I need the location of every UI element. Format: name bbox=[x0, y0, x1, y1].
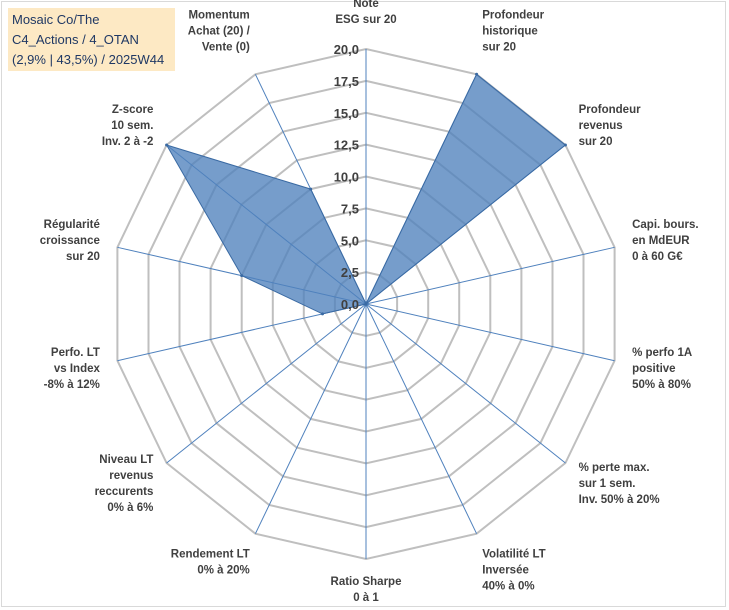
chart-title: Mosaic Co/The C4_Actions / 4_OTAN (2,9% … bbox=[8, 8, 175, 71]
spoke-4 bbox=[365, 303, 615, 362]
axis-label-5: % perte max. sur 1 sem. Inv. 50% à 20% bbox=[579, 462, 660, 506]
tick-label-3: 7,5 bbox=[341, 201, 359, 216]
axis-label-9: Niveau LT revenus reccurents 0% à 6% bbox=[95, 454, 154, 514]
data-point-1 bbox=[475, 72, 479, 76]
tick-label-0: 0,0 bbox=[341, 297, 359, 312]
axis-label-0: Note ESG sur 20 bbox=[335, 0, 396, 26]
axis-label-8: Rendement LT 0% à 20% bbox=[171, 549, 250, 577]
axis-label-4: % perfo 1A positive 50% à 80% bbox=[632, 347, 692, 391]
axis-label-6: Volatilité LT Inversée 40% à 0% bbox=[482, 549, 545, 593]
tick-label-6: 15,0 bbox=[334, 106, 359, 121]
title-line-category: C4_Actions / 4_OTAN bbox=[12, 32, 139, 47]
spoke-6 bbox=[365, 303, 478, 534]
data-point-11 bbox=[240, 274, 244, 278]
data-point-12 bbox=[165, 143, 169, 147]
axis-label-2: Profondeur revenus sur 20 bbox=[579, 104, 641, 148]
data-point-13 bbox=[309, 187, 313, 191]
tick-label-2: 5,0 bbox=[341, 233, 359, 248]
axis-label-10: Perfo. LT vs Index -8% à 12% bbox=[44, 347, 101, 391]
tick-label-4: 10,0 bbox=[334, 170, 359, 185]
data-point-2 bbox=[563, 143, 567, 147]
axis-label-3: Capi. bours. en MdEUR 0 à 60 G€ bbox=[632, 219, 698, 263]
spoke-5 bbox=[365, 303, 566, 464]
axis-label-7: Ratio Sharpe 0 à 1 bbox=[331, 576, 402, 604]
axis-label-12: Z-score 10 sem. Inv. 2 à -2 bbox=[102, 104, 154, 148]
title-line-stats: (2,9% | 43,5%) / 2025W44 bbox=[12, 52, 165, 67]
spoke-8 bbox=[254, 303, 367, 534]
axis-label-1: Profondeur historique sur 20 bbox=[482, 9, 544, 53]
data-point-9 bbox=[364, 302, 368, 306]
axis-label-13: Momentum Achat (20) / Vente (0) bbox=[188, 9, 251, 53]
tick-label-5: 12,5 bbox=[334, 138, 359, 153]
tick-label-7: 17,5 bbox=[334, 74, 359, 89]
radar-series bbox=[165, 72, 567, 316]
title-line-company: Mosaic Co/The bbox=[12, 12, 100, 27]
axis-label-11: Régularité croissance sur 20 bbox=[40, 219, 100, 263]
spoke-9 bbox=[166, 303, 367, 464]
tick-label-1: 2,5 bbox=[341, 265, 359, 280]
axis-labels: Note ESG sur 20 Profondeur historique sur 20… bbox=[40, 0, 699, 604]
radial-tick-labels: 0,0 2,5 5,0 7,5 10,0 12,5 15,0 17,5 20,0 bbox=[334, 42, 359, 312]
spoke-3 bbox=[365, 246, 615, 305]
data-point-10 bbox=[321, 312, 324, 316]
tick-label-8: 20,0 bbox=[334, 42, 359, 57]
